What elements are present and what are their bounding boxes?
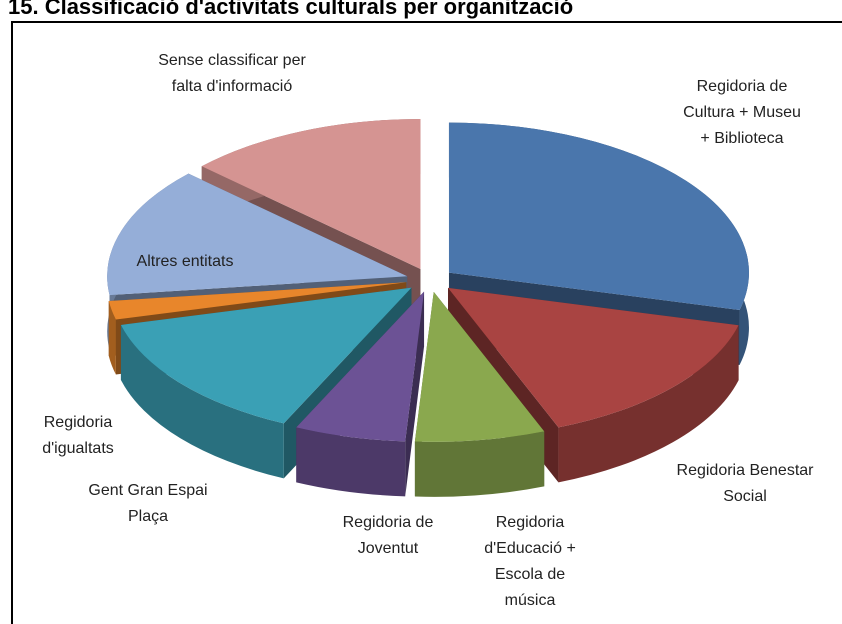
slice	[107, 173, 408, 296]
slice-label: Regidoria de Joventut	[342, 514, 434, 557]
slice-side	[108, 301, 116, 375]
slice	[108, 282, 407, 320]
slice-side	[558, 325, 739, 483]
chart-title: 15. Classificació d'activitats culturals…	[8, 0, 574, 19]
slice-side	[414, 431, 545, 497]
slice-label: Sense classificar per falta d'informació	[158, 52, 306, 95]
slice-side	[296, 427, 406, 497]
slice	[414, 291, 545, 442]
slice-side	[120, 324, 284, 479]
slice	[120, 287, 412, 424]
slice	[448, 122, 749, 310]
slice-label: Regidoria Benestar Social	[676, 462, 814, 505]
slice-label: Regidoria de Cultura + Museu + Bibliotec…	[683, 78, 801, 147]
slice-label: Regidoria d'Educació + Escola de música	[484, 514, 576, 609]
slice	[201, 118, 421, 269]
slice-label: Altres entitats	[136, 253, 234, 270]
slice	[296, 291, 425, 442]
slice-label: Gent Gran Espai Plaça	[88, 482, 208, 525]
slice-label: Regidoria d'igualtats	[42, 414, 114, 457]
frame	[11, 21, 842, 624]
slice	[448, 287, 739, 428]
